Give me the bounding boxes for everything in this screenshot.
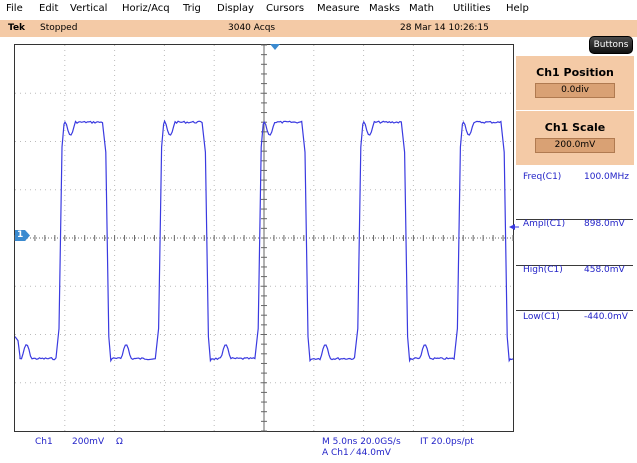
menu-file[interactable]: File xyxy=(6,3,23,14)
menu-measure[interactable]: Measure xyxy=(317,3,360,14)
menu-horiz-acq[interactable]: Horiz/Acq xyxy=(122,3,170,14)
measurement-name: Ampl(C1) xyxy=(523,219,566,229)
ch1-scale-control[interactable]: Ch1 Scale 200.0mV xyxy=(516,111,634,165)
measurement-divider xyxy=(516,265,633,266)
channel-readout: Ch1 xyxy=(35,437,53,447)
menu-masks[interactable]: Masks xyxy=(369,3,400,14)
ch1-scale-title: Ch1 Scale xyxy=(544,121,606,134)
acq-count: 3040 Acqs xyxy=(228,23,276,33)
menu-cursors[interactable]: Cursors xyxy=(266,3,305,14)
menu-bar: File Edit Vertical Horiz/Acq Trig Displa… xyxy=(0,0,637,19)
ch1-marker-label: 1 xyxy=(17,230,24,240)
trigger-level-marker xyxy=(509,224,515,230)
menu-edit[interactable]: Edit xyxy=(39,3,59,14)
measurement-divider xyxy=(516,310,633,311)
brand-label: Tek xyxy=(8,23,26,33)
measurement-name: Low(C1) xyxy=(523,312,560,322)
menu-help[interactable]: Help xyxy=(506,3,529,14)
interp-readout: IT 20.0ps/pt xyxy=(420,437,474,447)
buttons-button[interactable]: Buttons xyxy=(589,36,633,54)
ch1-ground-marker[interactable]: 1 xyxy=(15,230,30,241)
acq-state: Stopped xyxy=(40,23,78,33)
menu-utilities[interactable]: Utilities xyxy=(453,3,491,14)
timebase-readout: M 5.0ns 20.0GS/s xyxy=(322,437,401,447)
scale-readout: 200mV xyxy=(72,437,105,447)
measurement-name: High(C1) xyxy=(523,265,563,275)
ch1-position-title: Ch1 Position xyxy=(536,66,614,79)
menu-vertical[interactable]: Vertical xyxy=(70,3,108,14)
trigger-position-marker xyxy=(270,44,280,50)
ch1-position-control[interactable]: Ch1 Position 0.0div xyxy=(516,56,634,110)
graticule-grid xyxy=(15,45,513,431)
measurement-value: 898.0mV xyxy=(584,219,625,229)
impedance-readout: Ω xyxy=(116,437,123,447)
measurement-value: 458.0mV xyxy=(584,265,625,275)
menu-trig[interactable]: Trig xyxy=(183,3,201,14)
measurement-divider xyxy=(516,219,633,220)
menu-display[interactable]: Display xyxy=(217,3,254,14)
measurement-value: 100.0MHz xyxy=(584,172,630,182)
ch1-scale-value[interactable]: 200.0mV xyxy=(535,138,615,153)
date-time: 28 Mar 14 10:26:15 xyxy=(400,23,489,33)
measurement-name: Freq(C1) xyxy=(523,172,562,182)
trigger-readout: A Ch1 ⁄ 44.0mV xyxy=(322,448,391,458)
graticule-center-axes xyxy=(14,44,514,432)
ch1-position-value[interactable]: 0.0div xyxy=(535,83,615,98)
menu-math[interactable]: Math xyxy=(409,3,435,14)
measurement-value: -440.0mV xyxy=(584,312,628,322)
status-bar: Tek Stopped 3040 Acqs 28 Mar 14 10:26:15 xyxy=(0,20,637,37)
ch1-waveform xyxy=(15,119,513,363)
